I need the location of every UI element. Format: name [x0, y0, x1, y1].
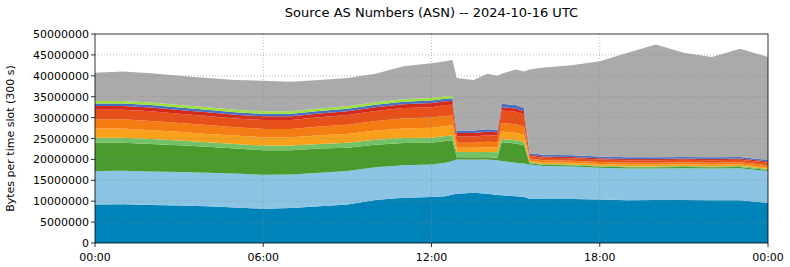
x-tick-label: 00:00: [79, 251, 111, 264]
chart: Source AS Numbers (ASN) -- 2024-10-16 UT…: [0, 0, 790, 267]
grid-line-y: [95, 138, 768, 139]
grid-line-y: [95, 117, 768, 118]
grid-line-y: [95, 222, 768, 223]
grid-line-y: [95, 159, 768, 160]
y-tick-label: 40000000: [33, 70, 89, 83]
y-axis-label: Bytes per time slot (300 s): [4, 65, 17, 212]
grid-line-y: [95, 201, 768, 202]
x-tick: [263, 243, 264, 247]
y-tick-label: 0: [82, 237, 89, 250]
y-tick-label: 15000000: [33, 174, 89, 187]
y-tick-label: 5000000: [40, 216, 89, 229]
y-tick: [91, 159, 95, 160]
y-tick: [91, 96, 95, 97]
y-tick: [91, 117, 95, 118]
x-tick: [95, 243, 96, 247]
grid-line-x: [263, 34, 264, 243]
x-tick: [599, 243, 600, 247]
y-tick: [91, 54, 95, 55]
y-tick-label: 50000000: [33, 28, 89, 41]
x-tick-label: 12:00: [416, 251, 448, 264]
y-tick-label: 10000000: [33, 195, 89, 208]
grid-line-y: [95, 180, 768, 181]
y-tick: [91, 138, 95, 139]
x-tick-label: 06:00: [247, 251, 279, 264]
x-tick-label: 00:00: [752, 251, 784, 264]
plot-frame: [95, 34, 768, 243]
y-tick: [91, 243, 95, 244]
y-tick-label: 25000000: [33, 133, 89, 146]
title: Source AS Numbers (ASN) -- 2024-10-16 UT…: [285, 5, 578, 20]
y-tick: [91, 201, 95, 202]
x-tick: [431, 243, 432, 247]
grid-line-x: [599, 34, 600, 243]
x-tick: [768, 243, 769, 247]
x-tick-label: 18:00: [584, 251, 616, 264]
plot-area: [95, 44, 768, 243]
y-tick-label: 45000000: [33, 49, 89, 62]
grid-line-x: [431, 34, 432, 243]
y-tick-label: 35000000: [33, 91, 89, 104]
y-tick-label: 20000000: [33, 153, 89, 166]
y-tick: [91, 222, 95, 223]
y-tick: [91, 34, 95, 35]
y-tick: [91, 75, 95, 76]
y-tick: [91, 180, 95, 181]
y-tick-label: 30000000: [33, 112, 89, 125]
